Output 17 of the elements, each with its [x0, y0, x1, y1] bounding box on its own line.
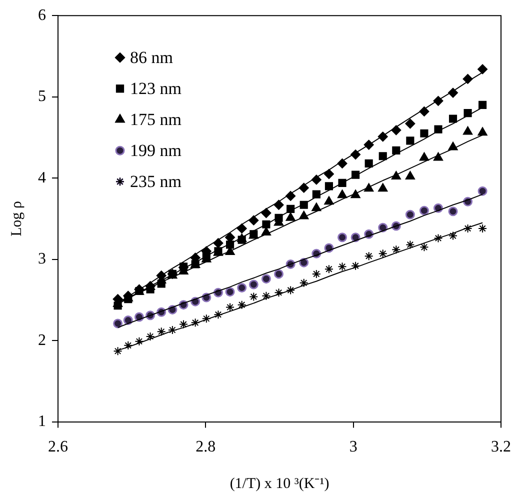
y-tick-label: 5: [38, 88, 46, 106]
legend-label: 123 nm: [130, 79, 182, 98]
y-tick-label: 3: [38, 250, 46, 268]
x-axis-title: (1/T) x 10 ³(K⁻¹): [230, 476, 330, 492]
legend-label: 86 nm: [130, 48, 173, 68]
x-tick-label: 3.2: [491, 438, 511, 456]
legend-label: 235 nm: [130, 172, 182, 192]
legend-label: 199 nm: [130, 141, 182, 160]
y-tick-label: 2: [38, 332, 46, 349]
x-tick-label: 2.8: [196, 438, 216, 456]
y-tick-label: 6: [38, 6, 46, 24]
y-tick-label: 1: [38, 413, 46, 430]
x-tick-label: 3: [349, 438, 358, 456]
y-tick-label: 4: [38, 169, 46, 186]
legend-label: 175 nm: [130, 110, 182, 130]
x-tick-label: 2.6: [48, 438, 68, 456]
y-axis-title: Log ρ: [8, 200, 25, 236]
